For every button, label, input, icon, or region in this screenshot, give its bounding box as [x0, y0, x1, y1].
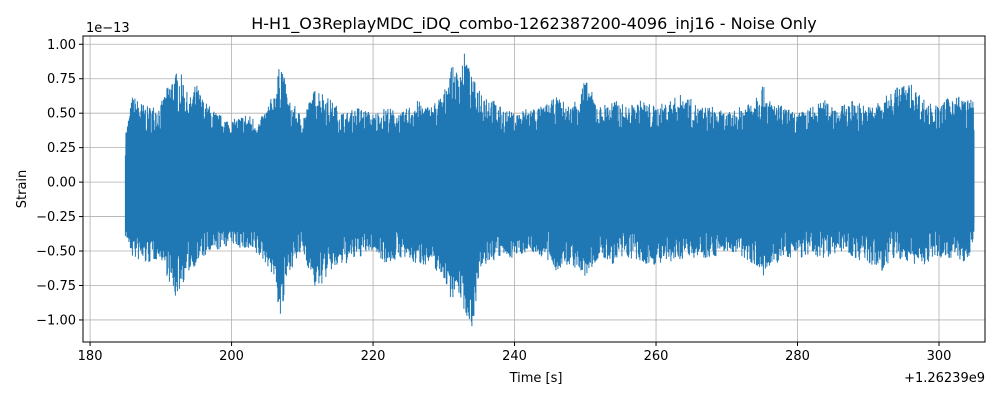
y-tick-label: 0.25 — [47, 141, 76, 156]
x-axis: 180 200 220 240 260 280 300 — [78, 342, 952, 364]
x-axis-offset-label: +1.26239e9 — [904, 371, 985, 386]
y-tick-label: −1.00 — [36, 313, 76, 328]
plot-frame — [82, 35, 986, 343]
x-tick-label: 180 — [78, 349, 103, 364]
x-tick-label: 220 — [361, 349, 386, 364]
x-axis-label: Time [s] — [509, 371, 563, 386]
x-tick-label: 200 — [219, 349, 244, 364]
y-tick-label: 1.00 — [47, 38, 76, 53]
x-tick-label: 280 — [785, 349, 810, 364]
x-tick-label: 300 — [927, 349, 952, 364]
y-tick-label: 0.75 — [47, 72, 76, 87]
chart-title: H-H1_O3ReplayMDC_iDQ_combo-1262387200-40… — [251, 14, 817, 34]
y-tick-label: 0.00 — [47, 176, 76, 191]
y-tick-label: −0.25 — [36, 210, 76, 225]
y-tick-label: −0.75 — [36, 279, 76, 294]
y-tick-label: −0.50 — [36, 245, 76, 260]
x-tick-label: 240 — [502, 349, 527, 364]
x-tick-label: 260 — [644, 349, 669, 364]
y-axis-label: Strain — [15, 170, 30, 209]
y-axis-scale-label: 1e−13 — [86, 21, 130, 36]
series-layer — [124, 53, 975, 327]
y-axis: −1.00 −0.75 −0.50 −0.25 0.00 0.25 0.50 0.75 1.00 — [36, 38, 83, 328]
y-tick-label: 0.50 — [47, 107, 76, 122]
strain-series-core — [125, 132, 975, 232]
